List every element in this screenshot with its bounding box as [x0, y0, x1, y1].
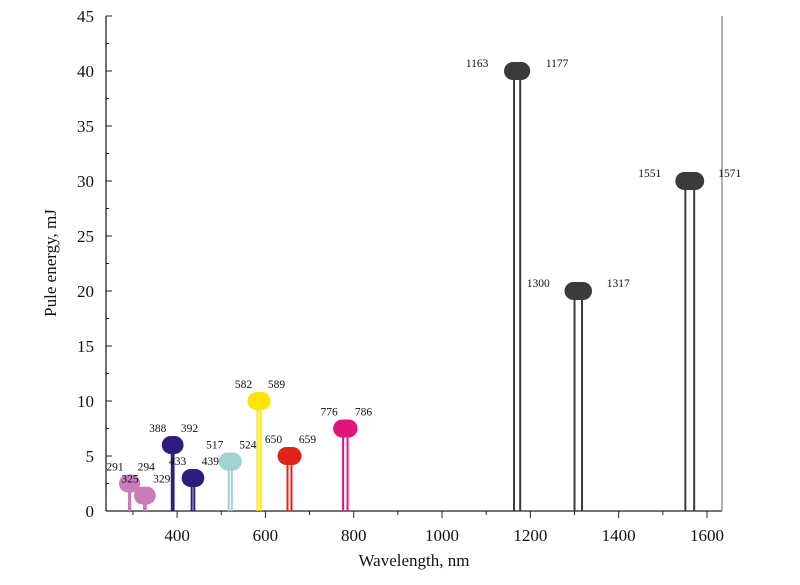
wavelength-label: 517 [206, 440, 224, 452]
y-tick-label: 15 [77, 337, 94, 356]
x-tick-label: 1600 [690, 526, 724, 545]
x-tick-label: 400 [164, 526, 190, 545]
stem-marker [277, 447, 302, 465]
stem-marker [564, 282, 593, 300]
x-axis-label: Wavelength, nm [359, 551, 470, 570]
stem-marker [247, 392, 271, 410]
stem-pair: 582 589 [235, 379, 286, 511]
wavelength-label: 786 [355, 407, 373, 419]
wavelength-label: 1163 [466, 58, 489, 70]
wavelength-label: 1551 [638, 168, 661, 180]
stem-pair: 1551 1571 [638, 168, 742, 511]
y-tick-label: 45 [77, 7, 94, 26]
stem-marker [118, 474, 141, 493]
stem-pair: 517 524 [206, 440, 257, 511]
y-tick-label: 10 [77, 392, 94, 411]
wavelength-label: 659 [299, 434, 317, 446]
wavelength-label: 325 [121, 474, 139, 486]
stem-marker [133, 486, 156, 505]
wavelength-label: 388 [149, 423, 167, 435]
stem-pair: 650 659 [265, 434, 316, 511]
stem-pair: 776 786 [321, 407, 373, 511]
wavelength-label: 1300 [527, 278, 550, 290]
stem-marker [675, 172, 705, 190]
wavelength-label: 1177 [546, 58, 569, 70]
wavelength-label: 439 [202, 456, 220, 468]
wavelength-label: 1317 [607, 278, 630, 290]
stem-pair: 1300 1317 [527, 278, 630, 511]
y-tick-label: 5 [86, 447, 95, 466]
stem-pair: 291 294 [106, 462, 156, 511]
x-tick-label: 800 [341, 526, 367, 545]
wavelength-label: 294 [138, 462, 156, 474]
wavelength-label: 589 [268, 379, 286, 391]
y-tick-label: 40 [77, 62, 94, 81]
wavelength-label: 329 [153, 474, 171, 486]
y-tick-label: 25 [77, 227, 94, 246]
wavelength-label: 776 [321, 407, 339, 419]
wavelength-label: 582 [235, 379, 253, 391]
stem-pair: 433 439 [169, 456, 219, 511]
y-tick-label: 0 [86, 502, 95, 521]
wavelength-label: 291 [106, 462, 124, 474]
stem-marker [218, 452, 242, 471]
x-tick-label: 1000 [425, 526, 459, 545]
stem-pair: 388 392 [149, 423, 198, 511]
stem-pair: 1163 1177 [466, 58, 569, 511]
x-tick-label: 1400 [602, 526, 636, 545]
y-tick-label: 35 [77, 117, 94, 136]
wavelength-label: 650 [265, 434, 283, 446]
wavelength-label: 1571 [718, 168, 741, 180]
wavelength-label: 524 [239, 440, 257, 452]
stem-marker [504, 62, 531, 80]
x-tick-label: 1200 [513, 526, 547, 545]
y-axis-label: Pule energy, mJ [41, 209, 60, 317]
y-tick-label: 20 [77, 282, 94, 301]
x-tick-label: 600 [253, 526, 279, 545]
wavelength-label: 433 [169, 456, 187, 468]
stem-marker [181, 469, 205, 487]
stem-marker [333, 419, 358, 438]
wavelength-label: 392 [181, 423, 199, 435]
stem-pair: 325 329 [121, 474, 171, 511]
stem-marker [161, 436, 184, 454]
y-tick-label: 30 [77, 172, 94, 191]
